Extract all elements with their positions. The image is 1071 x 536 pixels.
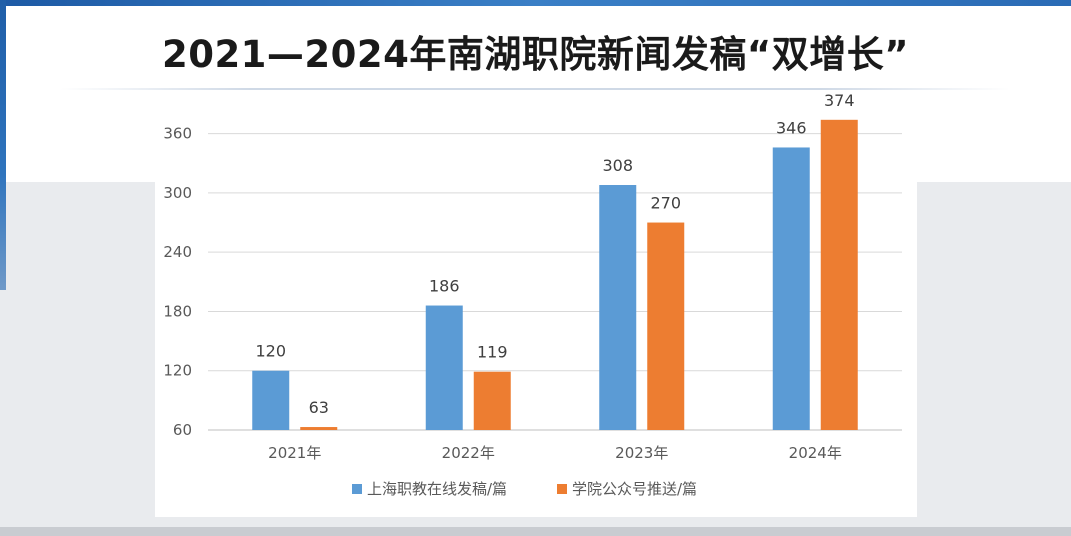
- data-label: 308: [602, 156, 633, 175]
- bar-series1: [772, 147, 810, 430]
- data-label: 186: [429, 277, 460, 296]
- y-tick-label: 300: [163, 184, 192, 202]
- title-divider: [60, 88, 1010, 90]
- data-label: 374: [824, 92, 855, 110]
- bar-series2: [820, 119, 858, 430]
- bar-series2: [300, 427, 338, 430]
- x-tick-label: 2022年: [442, 444, 495, 462]
- legend-label: 上海职教在线发稿/篇: [367, 480, 507, 498]
- y-tick-label: 120: [163, 362, 192, 380]
- legend-swatch: [352, 484, 362, 494]
- data-label: 346: [776, 118, 807, 137]
- bar-series1: [599, 185, 637, 430]
- slide-title: 2021—2024年南湖职院新闻发稿“双增长”: [161, 33, 910, 76]
- bar-series2: [473, 371, 511, 430]
- y-tick-label: 360: [163, 125, 192, 143]
- data-label: 119: [477, 343, 508, 362]
- data-label: 120: [255, 342, 286, 361]
- slide-bottom-edge: [0, 527, 1071, 536]
- x-tick-label: 2024年: [789, 444, 842, 462]
- legend-label: 学院公众号推送/篇: [572, 480, 697, 498]
- legend-swatch: [557, 484, 567, 494]
- y-tick-label: 180: [163, 302, 192, 320]
- bar-chart: 60 120 180 240 300 360 120 63 2021年 186 119 2022年 30…: [163, 92, 902, 498]
- chart-panel: 60 120 180 240 300 360 120 63 2021年 186 119 2022年 30…: [155, 92, 917, 517]
- slide-left-border: [0, 0, 6, 290]
- bar-series1: [425, 305, 463, 430]
- slide-top-border: [0, 0, 1071, 6]
- data-label: 63: [309, 398, 329, 417]
- x-tick-label: 2021年: [268, 444, 321, 462]
- bar-series2: [647, 222, 685, 430]
- y-tick-label: 60: [173, 421, 192, 439]
- data-label: 270: [650, 194, 681, 213]
- x-tick-label: 2023年: [615, 444, 668, 462]
- y-tick-label: 240: [163, 243, 192, 261]
- bar-series1: [252, 370, 290, 430]
